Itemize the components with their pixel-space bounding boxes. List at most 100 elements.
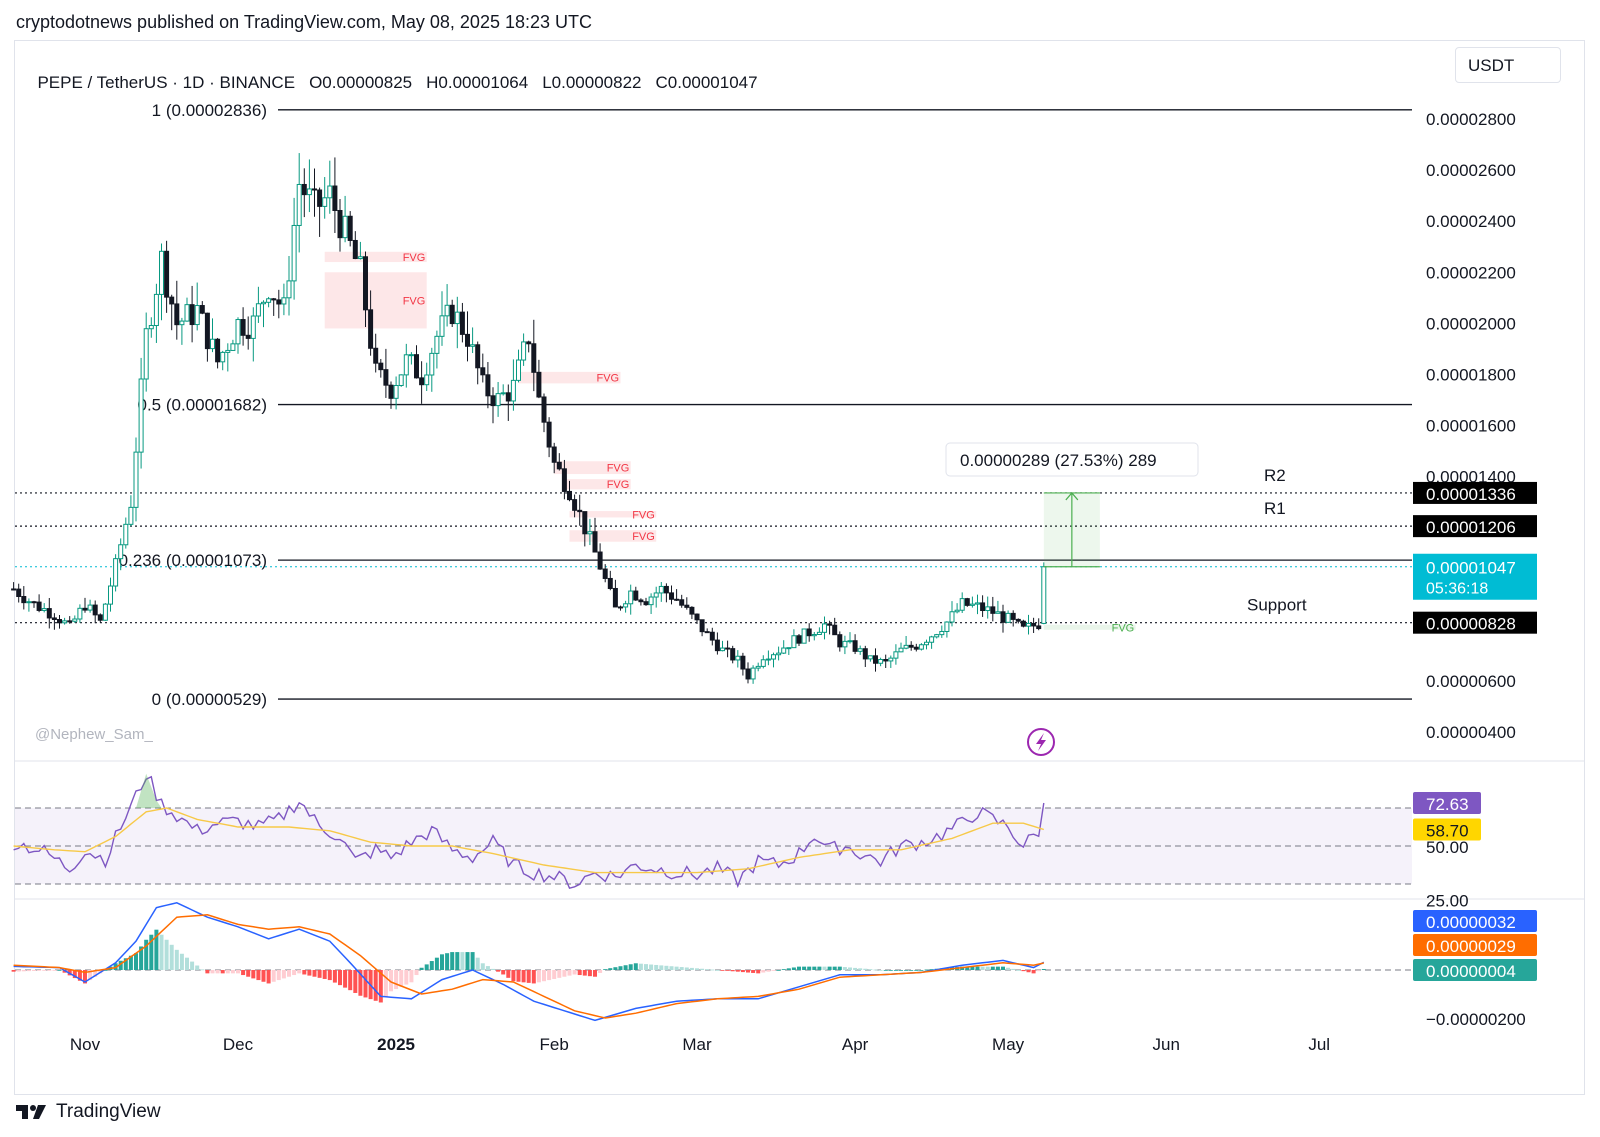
macd-histogram-bar — [848, 967, 852, 970]
time-axis-label: Jun — [1152, 1035, 1179, 1054]
macd-histogram-bar — [771, 970, 776, 971]
macd-histogram-bar — [195, 965, 200, 970]
macd-histogram-bar — [470, 952, 475, 970]
candle-body — [735, 655, 741, 661]
macd-histogram-bar — [899, 970, 903, 971]
candle-body — [500, 392, 506, 395]
candle-body — [128, 506, 134, 525]
macd-histogram-bar — [445, 953, 450, 970]
rsi-ma-value-text: 58.70 — [1426, 821, 1469, 840]
symbol-pair[interactable]: PEPE / TetherUS · 1D · BINANCE — [37, 73, 296, 92]
macd-histogram-bar — [144, 939, 149, 970]
macd-histogram-bar — [603, 969, 608, 970]
candle-body — [312, 188, 317, 191]
candle-body — [184, 304, 190, 322]
macd-histogram-bar — [266, 970, 271, 984]
macd-histogram-bar — [383, 970, 388, 997]
macd-histogram-bar — [424, 964, 429, 970]
macd-histogram-bar — [776, 970, 781, 971]
histogram-value-text: 0.00000004 — [1426, 962, 1516, 981]
candle-body — [322, 197, 328, 207]
candle-body — [663, 585, 669, 594]
macd-histogram-bar — [853, 967, 858, 970]
candle-body — [87, 604, 93, 611]
tradingview-logo[interactable]: TradingView — [16, 1101, 161, 1123]
macd-histogram-bar — [618, 966, 623, 970]
macd-histogram-bar — [868, 969, 873, 970]
candle-body — [159, 250, 164, 295]
candle-body — [1026, 622, 1031, 627]
macd-histogram-bar — [292, 970, 297, 976]
macd-histogram-bar — [450, 952, 455, 970]
macd-histogram-bar — [1016, 970, 1021, 971]
candle-body — [852, 640, 858, 652]
candle-body — [16, 588, 22, 598]
macd-histogram-bar — [485, 966, 490, 970]
candle-body — [944, 621, 950, 632]
candle-body — [347, 215, 353, 241]
candle-body — [281, 297, 287, 305]
candle-body — [832, 624, 838, 636]
candle-body — [266, 298, 272, 303]
macd-histogram-bar — [26, 970, 31, 972]
candle-body — [148, 325, 154, 330]
candle-body — [934, 634, 940, 638]
macd-histogram-bar — [802, 966, 807, 970]
candle-body — [1015, 618, 1021, 622]
candle-body — [612, 587, 618, 608]
candle-body — [194, 305, 200, 326]
macd-histogram-bar — [587, 970, 592, 977]
candle-body — [990, 606, 996, 614]
candle-body — [516, 359, 521, 381]
price-axis-label: 0.00002600 — [1426, 161, 1516, 180]
macd-histogram-bar — [975, 966, 980, 970]
candle-body — [36, 601, 42, 611]
candle-body — [964, 598, 970, 606]
candle-body — [618, 606, 623, 609]
time-axis-label: Nov — [70, 1035, 101, 1054]
fvg-label: FVG — [1112, 622, 1135, 634]
macd-histogram-bar — [358, 970, 363, 996]
macd-histogram-bar — [598, 970, 603, 973]
candle-body — [169, 296, 175, 305]
chart-frame — [14, 40, 1585, 1095]
macd-histogram-bar — [256, 970, 261, 981]
candle-body — [291, 224, 297, 282]
candle-body — [954, 609, 960, 613]
candle-body — [276, 299, 282, 305]
candle-body — [536, 371, 542, 398]
candle-body — [760, 659, 766, 667]
macd-histogram-bar — [164, 939, 169, 970]
candle-body — [363, 256, 368, 311]
candle-body — [271, 298, 277, 301]
candle-body — [261, 301, 266, 305]
price-axis-label: 0.00001800 — [1426, 365, 1516, 384]
macd-histogram-bar — [169, 944, 174, 970]
macd-histogram-bar — [77, 970, 82, 981]
candle-body — [980, 602, 986, 612]
macd-histogram-bar — [159, 934, 164, 970]
candle-body — [607, 577, 613, 589]
publish-info: cryptodotnews published on TradingView.c… — [16, 12, 592, 32]
candle-body — [526, 341, 532, 345]
macd-histogram-bar — [42, 970, 47, 971]
macd-histogram-bar — [281, 970, 286, 979]
candle-body — [138, 378, 144, 453]
macd-histogram-bar — [179, 953, 184, 970]
macd-histogram-bar — [37, 970, 42, 971]
currency-selector[interactable]: USDT — [1455, 47, 1561, 83]
macd-histogram-bar — [858, 968, 863, 970]
macd-histogram-bar — [343, 970, 348, 988]
time-axis-label: Mar — [682, 1035, 712, 1054]
time-axis-label: May — [992, 1035, 1025, 1054]
candle-body — [332, 185, 338, 211]
macd-histogram-bar — [679, 967, 684, 970]
candle-body — [730, 648, 736, 661]
fib-level-label: 0.5 (0.00001682) — [138, 396, 268, 415]
macd-histogram-bar — [511, 970, 516, 982]
macd-histogram-bar — [230, 970, 235, 974]
macd-histogram-bar — [720, 970, 725, 971]
macd-histogram-bar — [440, 954, 444, 970]
histogram-value-tag — [1413, 959, 1537, 981]
